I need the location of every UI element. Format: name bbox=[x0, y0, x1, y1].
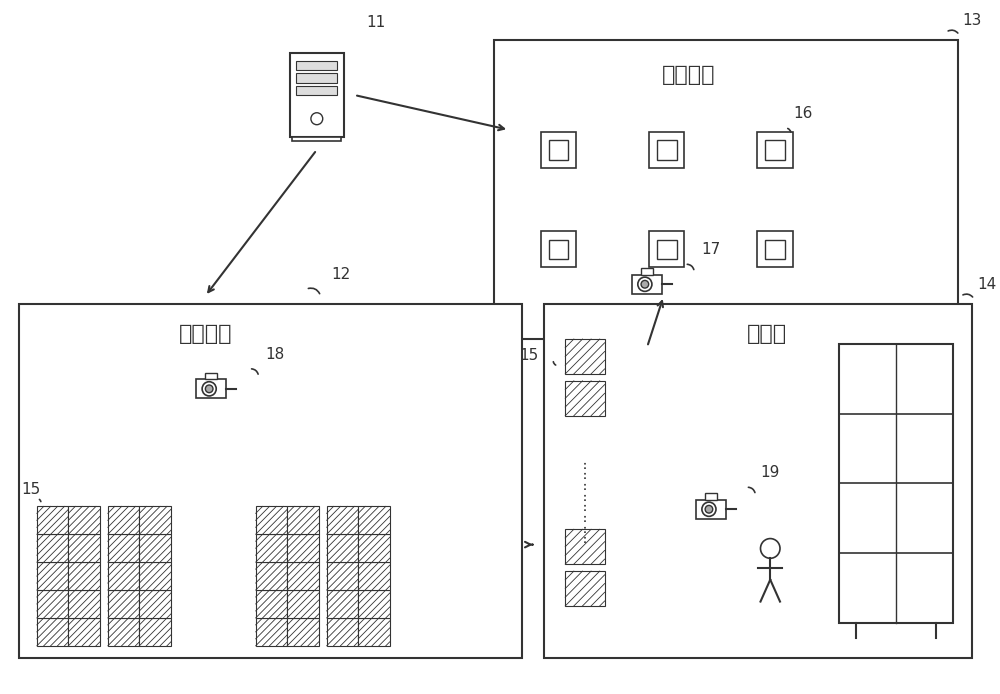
Circle shape bbox=[638, 277, 652, 291]
Bar bbox=[632, 275, 662, 294]
Circle shape bbox=[641, 280, 649, 288]
Bar bbox=[108, 507, 139, 534]
Bar bbox=[256, 562, 287, 590]
Text: 16: 16 bbox=[793, 106, 812, 121]
Bar bbox=[649, 132, 684, 168]
Text: 15: 15 bbox=[21, 482, 40, 498]
Bar bbox=[108, 590, 139, 618]
Bar bbox=[139, 618, 171, 646]
Bar bbox=[657, 140, 677, 160]
Text: 18: 18 bbox=[266, 347, 285, 362]
Bar bbox=[196, 379, 226, 398]
Text: 12: 12 bbox=[331, 267, 350, 282]
Bar bbox=[139, 507, 171, 534]
Bar bbox=[37, 618, 68, 646]
Text: 11: 11 bbox=[366, 15, 385, 31]
Circle shape bbox=[205, 385, 213, 393]
Bar bbox=[765, 239, 785, 260]
Bar bbox=[641, 268, 653, 275]
Bar bbox=[139, 534, 171, 562]
Text: 13: 13 bbox=[962, 13, 982, 28]
Bar bbox=[327, 562, 358, 590]
Bar bbox=[37, 534, 68, 562]
Text: 充电区域: 充电区域 bbox=[662, 65, 716, 85]
Bar bbox=[565, 530, 605, 564]
Bar bbox=[19, 304, 522, 658]
Bar bbox=[37, 507, 68, 534]
Bar bbox=[541, 132, 576, 168]
Bar bbox=[68, 562, 100, 590]
Bar bbox=[565, 339, 605, 374]
Bar bbox=[139, 562, 171, 590]
Text: 17: 17 bbox=[701, 242, 721, 257]
Bar bbox=[327, 618, 358, 646]
Bar bbox=[205, 373, 217, 379]
Bar bbox=[705, 493, 717, 500]
Bar bbox=[108, 562, 139, 590]
Bar bbox=[358, 590, 390, 618]
Bar bbox=[256, 507, 287, 534]
Bar bbox=[68, 507, 100, 534]
Bar bbox=[108, 534, 139, 562]
Bar bbox=[549, 140, 568, 160]
Bar bbox=[358, 507, 390, 534]
Text: 工作站: 工作站 bbox=[746, 324, 787, 344]
Circle shape bbox=[760, 539, 780, 558]
Bar bbox=[565, 381, 605, 416]
Bar bbox=[649, 232, 684, 267]
Bar bbox=[256, 618, 287, 646]
Bar bbox=[292, 137, 341, 142]
Bar bbox=[494, 40, 958, 339]
Bar bbox=[657, 239, 677, 260]
Bar bbox=[839, 344, 953, 623]
Bar bbox=[358, 618, 390, 646]
Bar bbox=[327, 507, 358, 534]
Bar bbox=[287, 618, 319, 646]
Bar bbox=[108, 618, 139, 646]
Bar bbox=[327, 534, 358, 562]
Bar bbox=[68, 534, 100, 562]
Bar bbox=[549, 239, 568, 260]
Bar bbox=[287, 507, 319, 534]
Bar bbox=[696, 500, 726, 519]
Text: 仓储区域: 仓储区域 bbox=[178, 324, 232, 344]
Bar bbox=[256, 590, 287, 618]
Bar bbox=[68, 590, 100, 618]
Text: 14: 14 bbox=[977, 277, 997, 292]
Bar bbox=[37, 590, 68, 618]
Circle shape bbox=[705, 505, 713, 513]
Bar bbox=[327, 590, 358, 618]
Bar bbox=[287, 590, 319, 618]
Bar bbox=[296, 74, 337, 83]
Bar bbox=[565, 571, 605, 606]
Bar bbox=[287, 534, 319, 562]
Bar bbox=[256, 534, 287, 562]
Bar bbox=[296, 61, 337, 70]
Text: 19: 19 bbox=[760, 466, 780, 480]
Bar bbox=[290, 53, 344, 137]
Bar bbox=[68, 618, 100, 646]
Bar bbox=[287, 562, 319, 590]
Bar bbox=[757, 232, 793, 267]
Text: 15: 15 bbox=[519, 348, 539, 364]
Bar bbox=[296, 86, 337, 96]
Bar bbox=[358, 562, 390, 590]
Circle shape bbox=[702, 502, 716, 516]
Bar bbox=[139, 590, 171, 618]
Circle shape bbox=[202, 382, 216, 396]
Circle shape bbox=[311, 112, 323, 125]
Bar bbox=[37, 562, 68, 590]
Bar bbox=[541, 232, 576, 267]
Bar bbox=[757, 132, 793, 168]
Bar bbox=[765, 140, 785, 160]
Bar bbox=[544, 304, 972, 658]
Bar bbox=[358, 534, 390, 562]
